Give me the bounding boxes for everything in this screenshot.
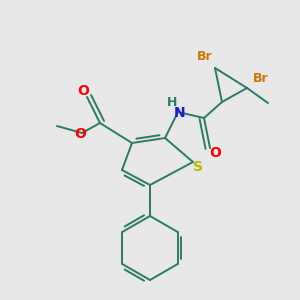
Text: Br: Br	[197, 50, 213, 62]
Text: O: O	[209, 146, 221, 160]
Text: O: O	[74, 127, 86, 141]
Text: S: S	[193, 160, 203, 174]
Text: H: H	[167, 95, 177, 109]
Text: Br: Br	[253, 71, 269, 85]
Text: O: O	[77, 84, 89, 98]
Text: N: N	[174, 106, 186, 120]
